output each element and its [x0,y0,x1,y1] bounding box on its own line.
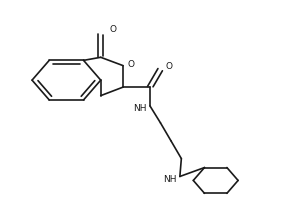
Text: NH: NH [163,175,176,184]
Text: O: O [166,62,173,71]
Text: NH: NH [133,104,146,113]
Text: O: O [109,25,116,34]
Text: O: O [128,60,135,69]
